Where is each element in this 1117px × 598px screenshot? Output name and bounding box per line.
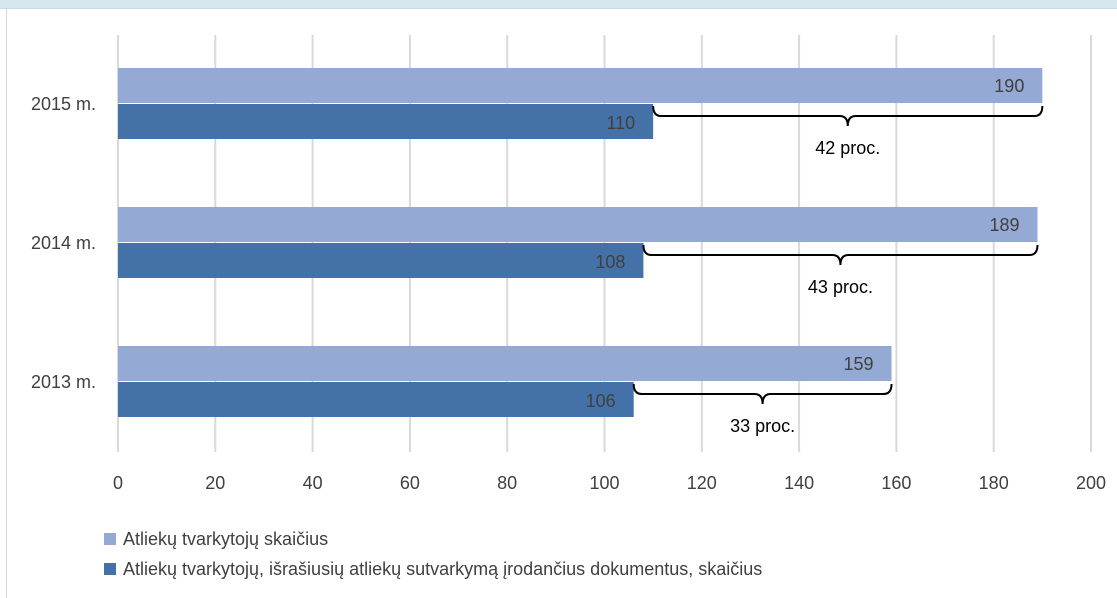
legend: Atliekų tvarkytojų skaičius Atliekų tvar… [104, 524, 762, 584]
bar-total [118, 207, 1038, 242]
difference-label: 43 proc. [808, 277, 873, 297]
difference-bracket [632, 383, 893, 405]
legend-label-documented: Atliekų tvarkytojų, išrašiusių atliekų s… [123, 558, 763, 579]
y-category-label: 2014 m. [31, 233, 96, 253]
difference-label: 33 proc. [730, 416, 795, 436]
data-label-total: 190 [994, 76, 1024, 96]
legend-swatch-total [104, 533, 116, 545]
x-tick-label: 0 [113, 473, 123, 493]
bar-total [118, 346, 892, 381]
top-strip [0, 0, 1117, 9]
x-tick-label: 80 [497, 473, 517, 493]
x-tick-label: 120 [687, 473, 717, 493]
legend-swatch-documented [104, 563, 116, 575]
bar-documented [118, 243, 644, 278]
y-category-label: 2013 m. [31, 372, 96, 392]
x-tick-label: 100 [589, 473, 619, 493]
data-label-total: 159 [843, 354, 873, 374]
x-tick-label: 200 [1076, 473, 1106, 493]
x-tick-label: 160 [881, 473, 911, 493]
data-label-documented: 108 [595, 252, 625, 272]
x-tick-label: 180 [979, 473, 1009, 493]
difference-bracket [642, 244, 1039, 266]
data-label-documented: 110 [606, 113, 635, 133]
legend-item-total: Atliekų tvarkytojų skaičius [104, 524, 762, 554]
difference-bracket [652, 105, 1044, 127]
y-category-label: 2015 m. [31, 94, 96, 114]
data-label-total: 189 [989, 215, 1019, 235]
bar-total [118, 68, 1043, 103]
x-tick-label: 60 [400, 473, 420, 493]
difference-label: 42 proc. [815, 138, 880, 158]
frame-edge [6, 8, 7, 598]
data-label-documented: 106 [586, 391, 616, 411]
legend-item-documented: Atliekų tvarkytojų, išrašiusių atliekų s… [104, 554, 762, 584]
bar-documented [118, 382, 634, 417]
bar-documented [118, 104, 654, 139]
x-tick-label: 40 [303, 473, 323, 493]
x-tick-label: 140 [784, 473, 814, 493]
x-tick-label: 20 [205, 473, 225, 493]
legend-label-total: Atliekų tvarkytojų skaičius [123, 528, 329, 549]
